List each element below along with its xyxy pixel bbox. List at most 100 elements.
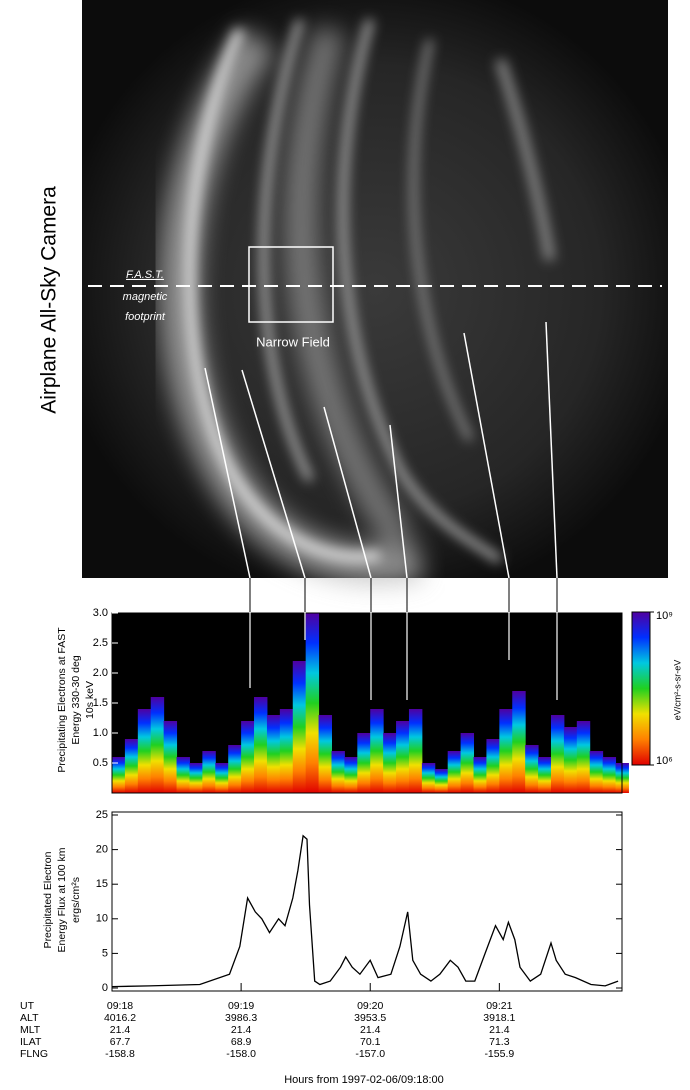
- y-tick-label: 5: [102, 947, 108, 959]
- spectrogram-column: [538, 757, 552, 793]
- spectrogram-column: [421, 763, 436, 793]
- spectrogram-column: [150, 697, 165, 793]
- y-tick-label: 2.5: [93, 637, 108, 649]
- table-cell: 70.1: [360, 1036, 381, 1048]
- spectrogram-column: [486, 739, 500, 793]
- table-cell: -157.0: [355, 1048, 385, 1060]
- spectrogram-column: [408, 709, 423, 793]
- spectrogram-column: [460, 733, 475, 793]
- spectrogram-column: [176, 757, 190, 793]
- y-axis-label: Precipitated Electron: [42, 851, 54, 948]
- aurora-arcs: [184, 18, 555, 564]
- table-cell: 3953.5: [354, 1012, 386, 1024]
- y-axis-label: Energy 330-30 deg: [70, 655, 82, 744]
- table-cell: 21.4: [231, 1024, 252, 1036]
- spectrogram-column: [525, 745, 539, 793]
- spectrogram-column: [215, 763, 229, 793]
- table-cell: 67.7: [110, 1036, 131, 1048]
- spectrogram-column: [112, 757, 126, 793]
- spectrogram-column: [576, 721, 591, 793]
- spectrogram-column: [137, 709, 152, 793]
- flux-line: [111, 834, 619, 988]
- spectrogram-column: [383, 733, 397, 793]
- footprint-label: magnetic: [123, 291, 168, 303]
- y-tick-label: 15: [96, 878, 108, 890]
- plots: 0.5 1.0 1.5 2.0 2.5 3.0 Precipitating Electron…: [20, 607, 682, 1060]
- camera-image: F.A.S.T. magnetic footprint Narrow Field: [82, 0, 668, 586]
- table-cell: -158.0: [226, 1048, 256, 1060]
- row-header: UT: [20, 1000, 35, 1012]
- y-axis-label: Precipitating Electrons at FAST: [56, 627, 68, 773]
- spectrogram-column: [279, 709, 294, 793]
- table-cell: 09:20: [357, 1000, 383, 1012]
- connector-lines-overlay: [249, 612, 558, 700]
- spectrogram-column: [331, 751, 345, 793]
- y-axis-label: Energy Flux at 100 km: [56, 847, 68, 952]
- spectrogram-column: [228, 745, 242, 793]
- y-tick-label: 0: [102, 982, 108, 994]
- table-cell: 21.4: [360, 1024, 381, 1036]
- table-cell: 3918.1: [483, 1012, 515, 1024]
- spectrogram-column: [370, 709, 384, 793]
- table-cell: -155.9: [484, 1048, 514, 1060]
- table-cell: 4016.2: [104, 1012, 136, 1024]
- y-tick-label: 2.0: [93, 667, 108, 679]
- y-tick-label: 10: [96, 913, 108, 925]
- spectrogram-column: [563, 727, 578, 793]
- colorbar-tick-label: 10⁹: [656, 610, 673, 622]
- y-tick-label: 25: [96, 809, 108, 821]
- spectrogram-column: [357, 733, 371, 793]
- plot-frame: [111, 811, 623, 992]
- spectrogram-column: [254, 697, 268, 793]
- spectrogram-column: [589, 751, 604, 793]
- y-tick-label: 1.0: [93, 727, 108, 739]
- table-cell: 3986.3: [225, 1012, 257, 1024]
- row-header: ALT: [20, 1012, 39, 1024]
- table-cell: 68.9: [231, 1036, 252, 1048]
- spectrogram-column: [241, 721, 255, 793]
- table-cell: 09:18: [107, 1000, 133, 1012]
- spectrogram-column: [305, 613, 320, 793]
- row-header: FLNG: [20, 1048, 48, 1060]
- spectrogram-column: [189, 763, 203, 793]
- y-tick-label: 20: [96, 844, 108, 856]
- time-caption: Hours from 1997-02-06/09:18:00: [284, 1074, 444, 1086]
- table-cell: -158.8: [105, 1048, 135, 1060]
- colorbar-tick-label: 10⁶: [656, 755, 673, 767]
- spectrogram-column: [499, 709, 513, 793]
- y-axis-label: 10s keV: [84, 681, 96, 719]
- spectrogram-column: [473, 757, 487, 793]
- table-cell: 09:21: [486, 1000, 512, 1012]
- table-cell: 09:19: [228, 1000, 254, 1012]
- spectrogram-column: [318, 715, 332, 793]
- spectrogram-column: [292, 661, 307, 793]
- y-tick-label: 0.5: [93, 757, 108, 769]
- y-axis-label: ergs/cm²s: [70, 877, 82, 923]
- footprint-label: F.A.S.T.: [126, 269, 164, 281]
- spectrogram-column: [550, 715, 565, 793]
- spectrogram-column: [602, 757, 617, 793]
- spectrogram-column: [447, 751, 462, 793]
- spectrogram-column: [163, 721, 178, 793]
- camera-title: Airplane All-Sky Camera: [38, 186, 61, 414]
- spectrogram-column: [344, 757, 358, 793]
- spectrogram-column: [512, 691, 526, 793]
- table-cell: 21.4: [489, 1024, 510, 1036]
- spectrogram-column: [396, 721, 410, 793]
- row-header: MLT: [20, 1024, 41, 1036]
- colorbar-label: eV/cm²-s-sr-eV: [672, 660, 682, 721]
- row-header: ILAT: [20, 1036, 42, 1048]
- table-cell: 71.3: [489, 1036, 510, 1048]
- narrow-field-label: Narrow Field: [256, 334, 330, 349]
- spectrogram-column: [266, 715, 281, 793]
- y-tick-label: 3.0: [93, 607, 108, 619]
- spectrogram-column: [434, 769, 449, 793]
- table-cell: 21.4: [110, 1024, 131, 1036]
- spectrogram-column: [202, 751, 216, 793]
- spectrogram-column: [124, 739, 139, 793]
- colorbar: [631, 611, 651, 766]
- y-tick-label: 1.5: [93, 697, 108, 709]
- connector-lines: [204, 321, 558, 579]
- narrow-field-box: [248, 246, 334, 323]
